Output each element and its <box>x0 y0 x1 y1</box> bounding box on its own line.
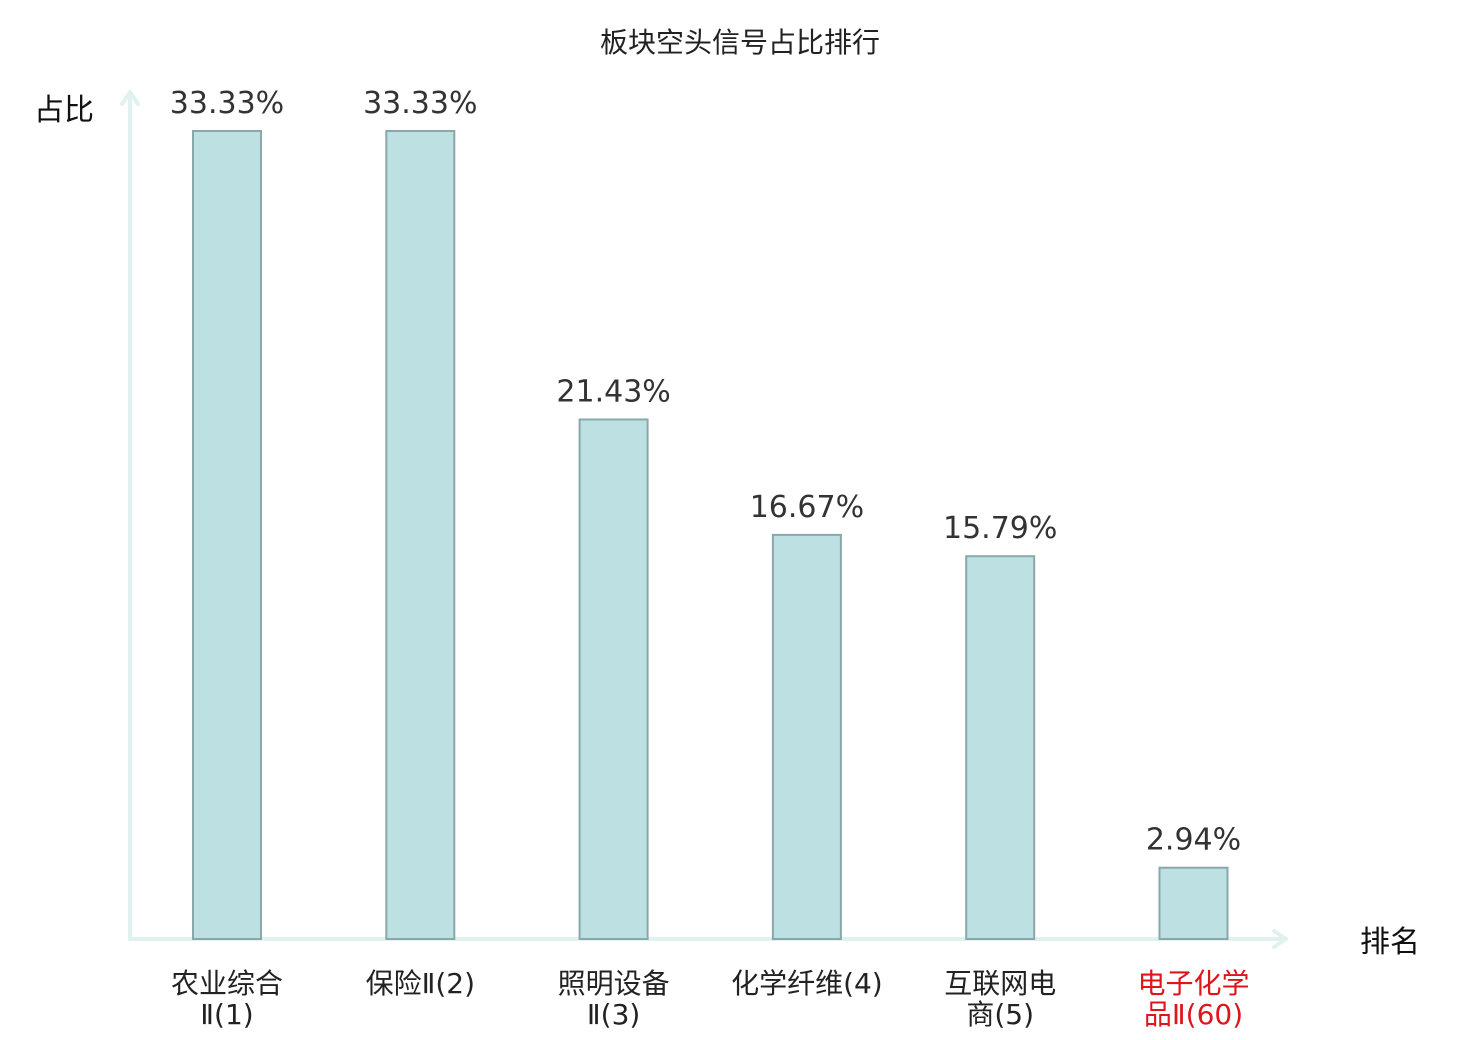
bar <box>771 533 842 940</box>
bar-value-label: 33.33% <box>170 86 284 121</box>
bar <box>965 555 1036 940</box>
category-label: 互联网电商(5) <box>944 967 1056 1031</box>
bar-value-label: 21.43% <box>556 374 670 409</box>
y-axis-label: 占比 <box>34 93 94 128</box>
category-label: 照明设备 Ⅱ(3) <box>558 967 670 1031</box>
x-axis-label: 排名 <box>1360 925 1420 960</box>
bar-value-label: 15.79% <box>943 511 1057 546</box>
bar <box>192 130 262 940</box>
bar <box>385 130 456 940</box>
bar-value-label: 2.94% <box>1146 823 1241 858</box>
y-axis-arrow <box>120 90 140 106</box>
value-labels-group: 33.33% 33.33% 21.43% 16.67% 15.79% 2.94% <box>170 86 1241 858</box>
category-label: 化学纤维(4) <box>731 967 883 1000</box>
bar-value-label: 16.67% <box>750 490 864 525</box>
bar <box>1158 866 1229 941</box>
category-label: 农业综合 Ⅱ(1) <box>171 967 283 1031</box>
x-axis-arrow <box>1272 929 1288 949</box>
category-label: 保险Ⅱ(2) <box>366 967 475 1000</box>
axes <box>120 90 1288 949</box>
category-labels-group: 农业综合 Ⅱ(1) 保险Ⅱ(2) 照明设备 Ⅱ(3) 化学纤维(4) 互联网电商(5) 电子化… <box>171 967 1250 1031</box>
chart-title: 板块空头信号占比排行 <box>600 26 880 59</box>
bars-group <box>192 130 1229 941</box>
bar <box>578 418 649 940</box>
category-label: 电子化学品Ⅱ(60) <box>1137 967 1249 1031</box>
bar-value-label: 33.33% <box>363 86 477 121</box>
